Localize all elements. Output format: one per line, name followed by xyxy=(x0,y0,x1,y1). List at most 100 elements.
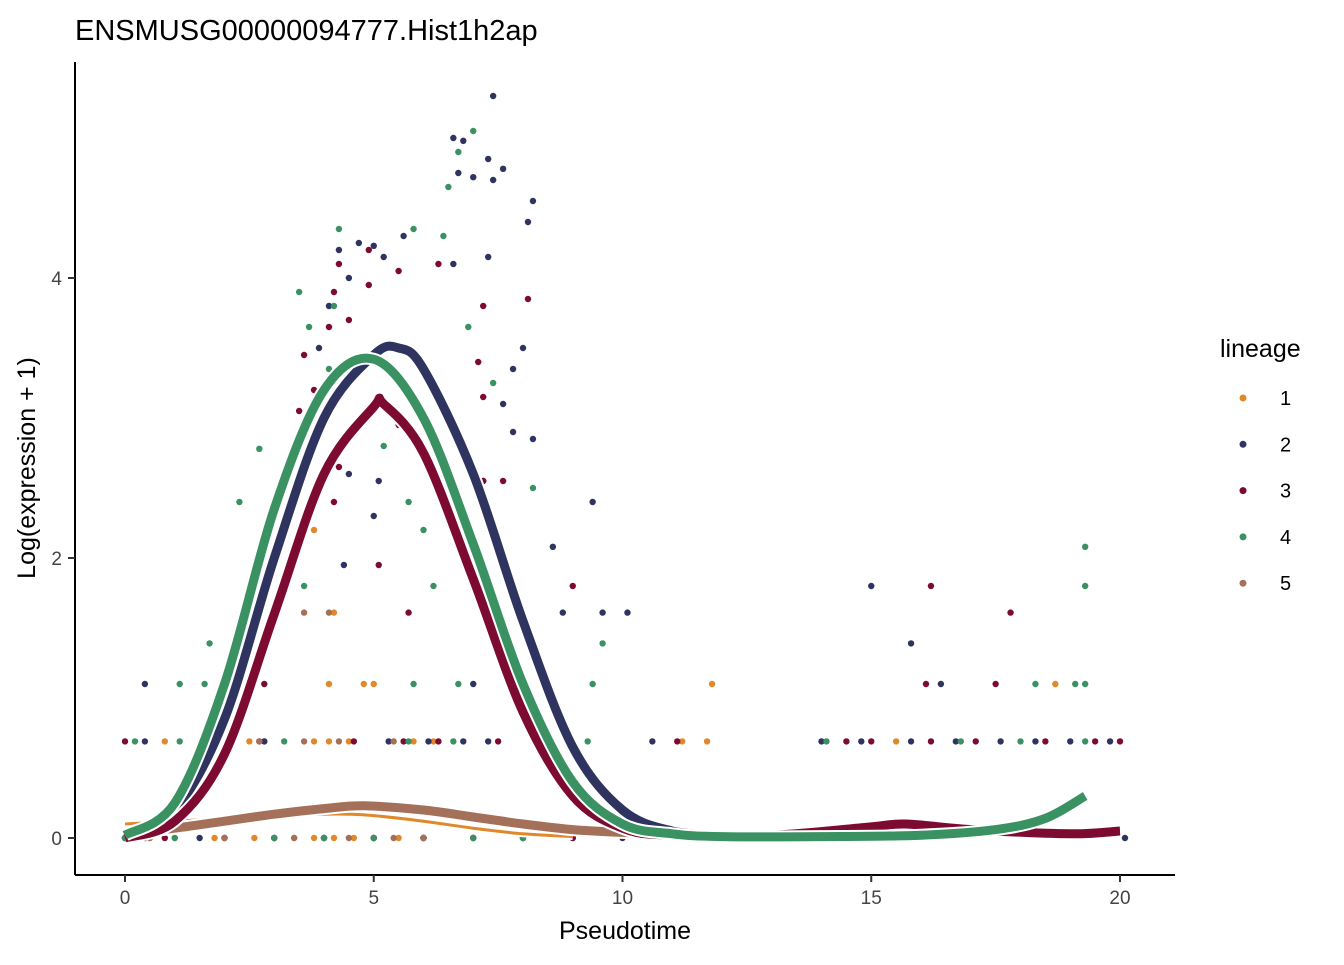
point-lineage-4 xyxy=(281,738,288,745)
point-lineage-2 xyxy=(907,640,915,647)
point-lineage-3 xyxy=(927,738,935,745)
point-lineage-4 xyxy=(470,834,477,842)
point-lineage-4 xyxy=(256,445,263,452)
point-lineage-4 xyxy=(335,225,343,233)
point-lineage-3 xyxy=(161,834,168,842)
point-lineage-3 xyxy=(1007,609,1014,616)
point-lineage-4 xyxy=(305,323,313,331)
point-lineage-3 xyxy=(868,738,875,745)
point-lineage-2 xyxy=(380,253,387,261)
point-lineage-4 xyxy=(489,379,497,387)
chart-title: ENSMUSG00000094777.Hist1h2ap xyxy=(75,15,538,47)
point-lineage-3 xyxy=(992,680,999,688)
point-lineage-2 xyxy=(325,302,333,310)
point-lineage-3 xyxy=(365,281,372,289)
point-lineage-2 xyxy=(649,738,656,745)
point-lineage-2 xyxy=(489,92,497,100)
point-lineage-4 xyxy=(1081,543,1089,550)
point-lineage-1 xyxy=(1052,680,1059,688)
point-lineage-3 xyxy=(480,302,487,310)
point-lineage-4 xyxy=(236,498,243,506)
point-lineage-4 xyxy=(410,680,417,688)
x-tick-label: 10 xyxy=(612,888,633,909)
point-lineage-2 xyxy=(355,239,363,247)
point-lineage-2 xyxy=(858,738,865,745)
point-lineage-1 xyxy=(679,738,686,745)
point-lineage-2 xyxy=(907,738,915,745)
point-lineage-2 xyxy=(1121,834,1129,842)
point-lineage-4 xyxy=(300,582,308,590)
scatter-points xyxy=(121,92,1129,842)
point-lineage-2 xyxy=(952,738,960,745)
curve-lineage-2 xyxy=(123,341,723,840)
point-lineage-4 xyxy=(330,302,338,310)
point-lineage-1 xyxy=(325,680,333,688)
point-lineage-2 xyxy=(509,428,517,436)
point-lineage-3 xyxy=(435,738,442,745)
point-lineage-4 xyxy=(405,738,412,745)
point-lineage-3 xyxy=(121,738,129,745)
point-lineage-1 xyxy=(430,738,437,745)
point-lineage-2 xyxy=(141,738,149,745)
point-lineage-1 xyxy=(708,680,716,688)
point-lineage-2 xyxy=(455,169,462,177)
point-lineage-3 xyxy=(927,582,935,590)
point-lineage-4 xyxy=(455,680,462,688)
point-lineage-3 xyxy=(261,680,268,688)
point-lineage-3 xyxy=(922,680,930,688)
point-lineage-4 xyxy=(171,834,178,842)
point-lineage-3 xyxy=(350,738,358,745)
point-lineage-2 xyxy=(450,134,457,142)
point-lineage-3 xyxy=(375,561,382,569)
legend: lineage 1 2 3 4 5 xyxy=(1220,335,1301,595)
point-lineage-4 xyxy=(450,738,457,745)
point-lineage-1 xyxy=(395,834,402,842)
point-lineage-2 xyxy=(425,738,432,745)
point-lineage-1 xyxy=(370,680,377,688)
point-lineage-4 xyxy=(584,738,591,745)
point-lineage-2 xyxy=(509,365,517,373)
point-lineage-4 xyxy=(410,225,417,233)
point-lineage-4 xyxy=(420,526,427,534)
point-lineage-3 xyxy=(435,260,442,268)
point-lineage-1 xyxy=(246,738,253,745)
point-lineage-3 xyxy=(300,351,308,359)
legend-key-4 xyxy=(1239,533,1247,541)
point-lineage-3 xyxy=(1116,738,1124,745)
point-lineage-4 xyxy=(599,640,606,647)
curve-lineage-3 xyxy=(123,393,1121,843)
point-lineage-1 xyxy=(211,834,218,842)
point-lineage-2 xyxy=(937,680,945,688)
point-lineage-3 xyxy=(335,260,343,268)
point-lineage-2 xyxy=(345,470,353,478)
point-lineage-3 xyxy=(499,477,507,485)
legend-label: 4 xyxy=(1280,527,1291,549)
point-lineage-2 xyxy=(141,680,149,688)
point-lineage-2 xyxy=(499,165,507,172)
point-lineage-5 xyxy=(335,738,343,745)
point-lineage-2 xyxy=(529,435,537,443)
point-lineage-3 xyxy=(972,738,979,745)
point-lineage-2 xyxy=(400,232,407,240)
point-lineage-1 xyxy=(360,680,367,688)
legend-key-2 xyxy=(1239,440,1247,448)
point-lineage-2 xyxy=(375,477,382,485)
point-lineage-2 xyxy=(196,834,203,842)
legend-key-1 xyxy=(1239,394,1247,402)
point-lineage-4 xyxy=(589,680,596,688)
point-lineage-5 xyxy=(420,834,427,842)
y-ticks: 0 2 4 xyxy=(51,269,75,850)
point-lineage-5 xyxy=(300,609,308,616)
point-lineage-4 xyxy=(320,834,328,842)
point-lineage-5 xyxy=(345,834,353,842)
point-lineage-4 xyxy=(206,640,213,647)
x-tick-label: 0 xyxy=(120,888,131,909)
point-lineage-4 xyxy=(295,288,303,296)
point-lineage-2 xyxy=(335,246,343,254)
x-tick-label: 20 xyxy=(1109,888,1130,909)
point-lineage-4 xyxy=(470,127,477,135)
point-lineage-5 xyxy=(325,609,333,616)
point-lineage-1 xyxy=(251,834,258,842)
point-lineage-2 xyxy=(1067,738,1074,745)
point-lineage-1 xyxy=(325,738,333,745)
